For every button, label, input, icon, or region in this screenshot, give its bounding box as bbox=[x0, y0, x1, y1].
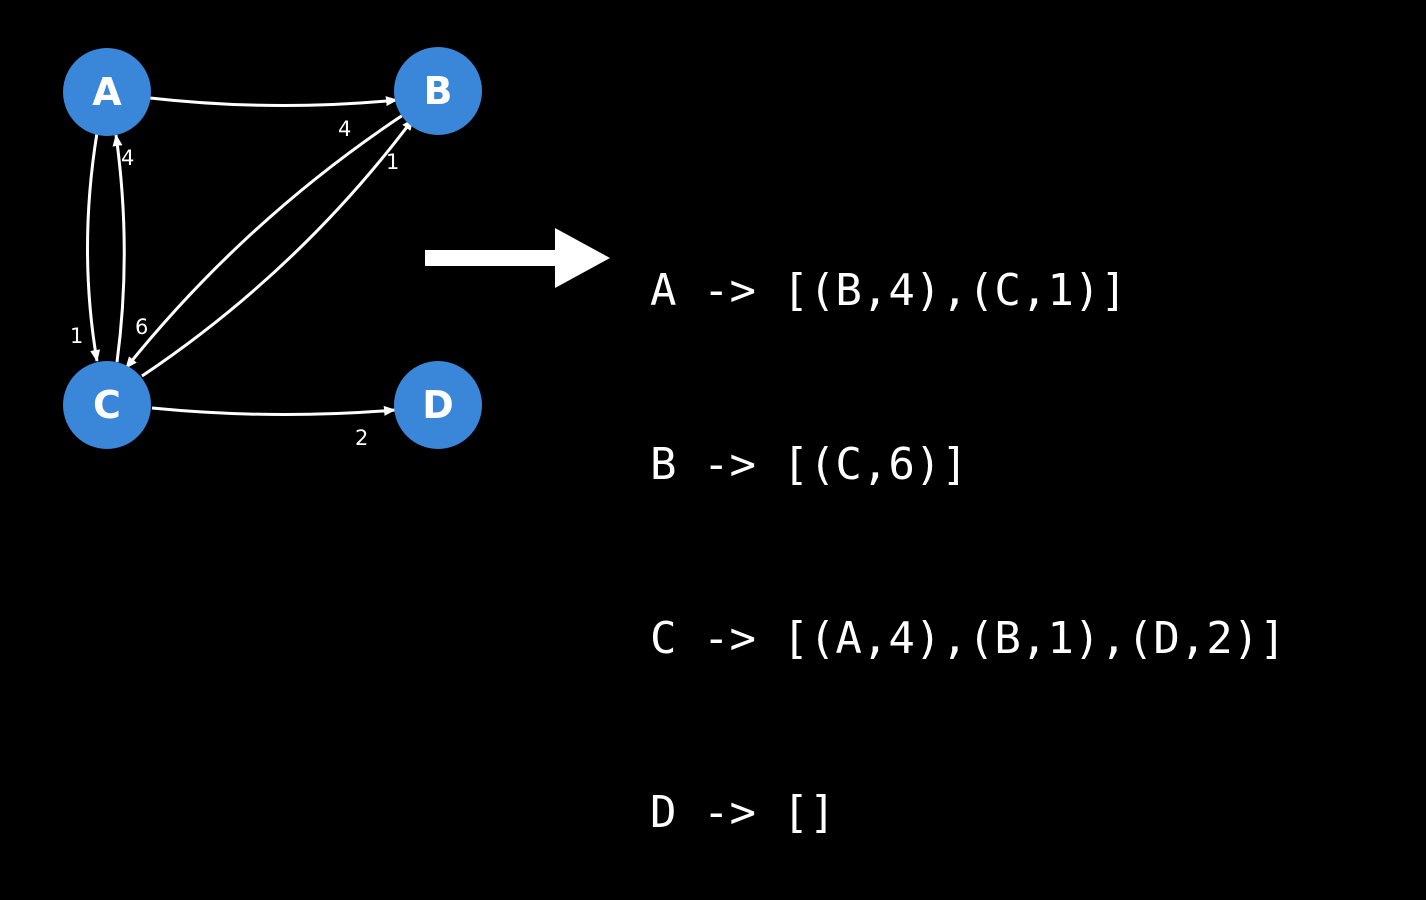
edges bbox=[86, 96, 415, 417]
edge-weights: 4 1 6 4 1 2 bbox=[70, 117, 399, 450]
edge-c-a-weight: 4 bbox=[121, 146, 134, 170]
edge-a-c bbox=[86, 132, 101, 362]
node-a-circle bbox=[63, 48, 151, 136]
node-c-label: C bbox=[93, 383, 121, 427]
edge-c-d bbox=[151, 405, 396, 417]
edge-b-c bbox=[124, 113, 404, 369]
nodes: A B C D bbox=[63, 47, 482, 449]
adjacency-row-c: C -> [(A,4),(B,1),(D,2)] bbox=[650, 613, 1286, 664]
node-a: A bbox=[63, 48, 151, 136]
adjacency-list: A -> [(B,4),(C,1)] B -> [(C,6)] C -> [(A… bbox=[650, 146, 1286, 900]
conversion-arrow-icon bbox=[425, 228, 610, 288]
edge-b-c-weight: 6 bbox=[135, 315, 148, 339]
node-b: B bbox=[394, 47, 482, 135]
adjacency-row-a: A -> [(B,4),(C,1)] bbox=[650, 265, 1127, 316]
node-c-circle bbox=[63, 361, 151, 449]
edge-c-d-weight: 2 bbox=[355, 426, 368, 450]
adjacency-row-d: D -> [] bbox=[650, 787, 836, 838]
node-c: C bbox=[63, 361, 151, 449]
adjacency-row-b: B -> [(C,6)] bbox=[650, 439, 968, 490]
graph-diagram: 4 1 6 4 1 2 A B C D bbox=[63, 47, 610, 450]
edge-a-c-weight: 1 bbox=[70, 324, 83, 348]
node-b-label: B bbox=[424, 69, 453, 113]
edge-c-b bbox=[141, 118, 415, 378]
node-a-label: A bbox=[92, 70, 122, 114]
node-d: D bbox=[394, 361, 482, 449]
node-b-circle bbox=[394, 47, 482, 135]
edge-a-b-weight: 4 bbox=[338, 117, 351, 141]
node-d-circle bbox=[394, 361, 482, 449]
edge-a-b bbox=[149, 96, 398, 108]
node-d-label: D bbox=[422, 383, 454, 427]
edge-c-a bbox=[112, 134, 126, 363]
edge-c-b-weight: 1 bbox=[386, 150, 399, 174]
